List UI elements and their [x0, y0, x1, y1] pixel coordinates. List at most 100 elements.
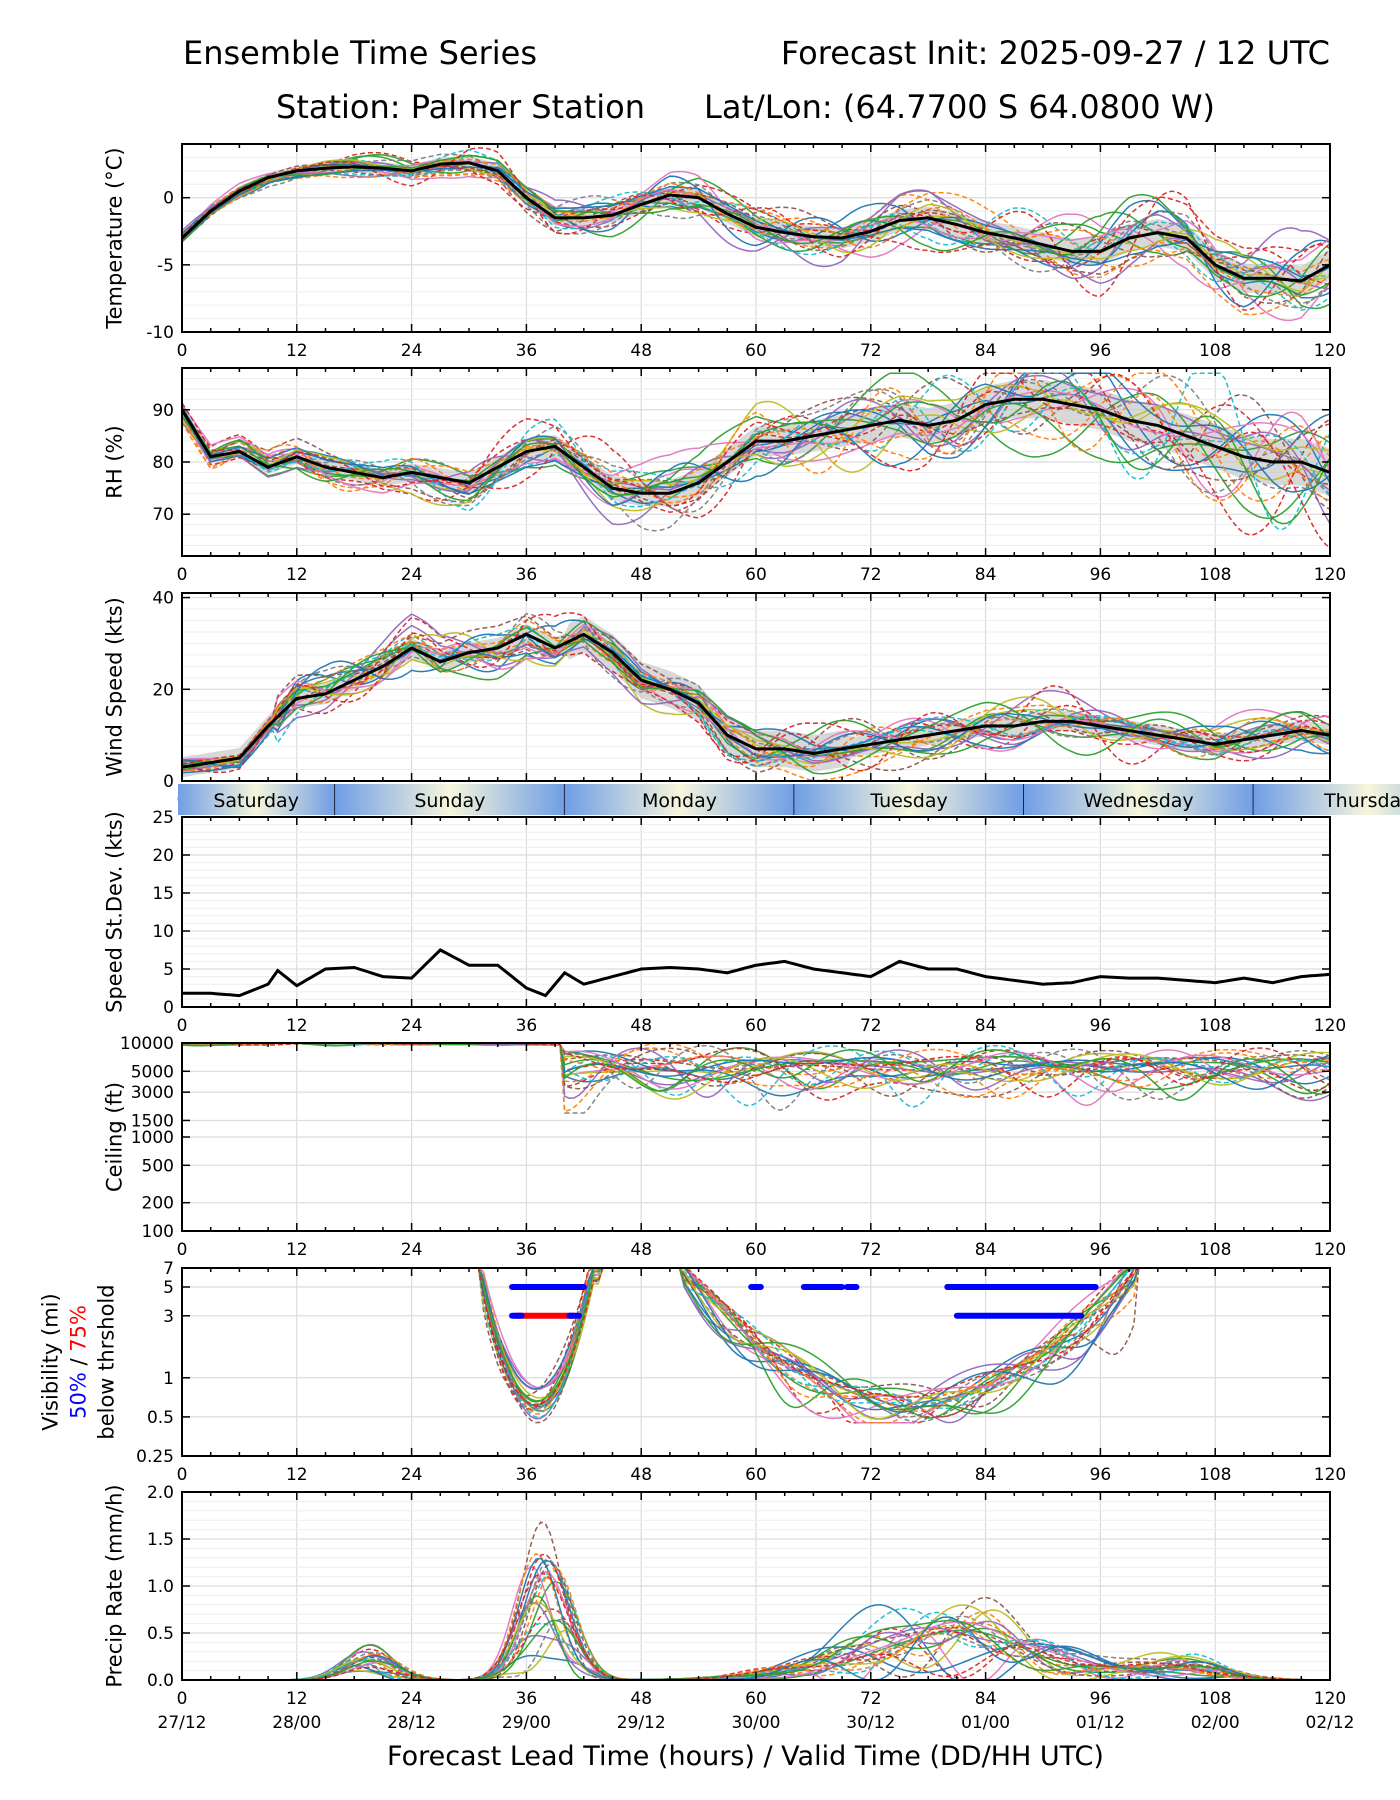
x-tick-label: 72 [860, 1016, 882, 1036]
x-tick-label: 84 [975, 565, 997, 585]
ensemble-member-line [182, 632, 1330, 769]
y-tick-label: 1500 [131, 1111, 174, 1131]
y-tick-label: 0.25 [136, 1447, 174, 1467]
y-tick-label: 10 [152, 922, 174, 942]
x-tick-label: 72 [860, 1240, 882, 1260]
title-station: Station: Palmer Station [276, 88, 646, 126]
day-segment [1023, 784, 1254, 815]
ensemble-member-line [182, 147, 1330, 311]
ensemble-member-line [182, 1268, 1330, 1407]
x-tick-label: 24 [401, 1465, 423, 1485]
x-tick-label: 120 [1314, 341, 1346, 361]
x-tick-label: 96 [1090, 341, 1112, 361]
ensemble-member-line [182, 1043, 1330, 1114]
x-tick-label: 48 [630, 1016, 652, 1036]
ensemble-member-line [182, 626, 1330, 775]
x-tick-label: 72 [860, 341, 882, 361]
x-tick-label: 48 [630, 341, 652, 361]
day-label: Wednesday [1084, 790, 1194, 812]
valid-time-label: 28/00 [272, 1713, 321, 1733]
day-segment [178, 784, 336, 815]
y-tick-label: 20 [152, 680, 174, 700]
ensemble-mean-line [181, 632, 1331, 769]
x-tick-label: 84 [975, 1016, 997, 1036]
ensemble-mean-line [180, 397, 1331, 495]
x-tick-label: 24 [401, 1689, 423, 1709]
ensemble-member-line [182, 372, 1330, 507]
ensemble-member-line [182, 372, 1330, 512]
title-latlon: Lat/Lon: (64.7700 S 64.0800 W) [704, 88, 1215, 126]
y-tick-label: 3 [163, 1307, 174, 1327]
x-tick-label: 36 [516, 1689, 538, 1709]
x-axis-label: Forecast Lead Time (hours) / Valid Time … [387, 1741, 1104, 1772]
ensemble-member-line [182, 372, 1330, 502]
x-tick-label: 72 [860, 565, 882, 585]
ensemble-member-line [182, 1268, 1330, 1420]
x-tick-label: 96 [1090, 565, 1112, 585]
x-tick-label: 108 [1199, 1465, 1231, 1485]
x-tick-label: 36 [516, 1240, 538, 1260]
ensemble-member-line [182, 380, 1330, 525]
y-tick-label: 0.5 [147, 1624, 174, 1644]
ensemble-member-line [182, 161, 1330, 278]
x-tick-label: 0 [177, 341, 188, 361]
x-tick-label: 0 [177, 1465, 188, 1485]
ensemble-member-line [182, 1268, 1330, 1406]
ensemble-member-line [182, 1043, 1330, 1113]
y-tick-label: -5 [157, 256, 174, 276]
day-label: Tuesday [869, 790, 947, 812]
y-tick-label: 80 [152, 453, 174, 473]
x-tick-label: 108 [1199, 341, 1231, 361]
ensemble-member-line [182, 153, 1330, 298]
x-tick-label: 60 [745, 341, 767, 361]
x-tick-label: 36 [516, 1016, 538, 1036]
y-axis-label-part: 50% [66, 1372, 90, 1419]
x-tick-label: 108 [1199, 1689, 1231, 1709]
x-tick-label: 12 [286, 341, 308, 361]
x-tick-label: 0 [177, 1689, 188, 1709]
x-tick-label: 108 [1199, 565, 1231, 585]
x-tick-label: 84 [975, 1689, 997, 1709]
x-tick-label: 60 [745, 1240, 767, 1260]
y-tick-label: 0.0 [147, 1671, 174, 1691]
x-tick-label: 0 [177, 1016, 188, 1036]
ensemble-member-line [182, 1043, 1330, 1108]
y-tick-label: 0.5 [147, 1408, 174, 1428]
x-tick-label: 60 [745, 565, 767, 585]
x-tick-label: 120 [1314, 1016, 1346, 1036]
x-tick-label: 108 [1199, 1016, 1231, 1036]
x-tick-label: 60 [745, 1016, 767, 1036]
x-tick-label: 84 [975, 1240, 997, 1260]
x-tick-label: 84 [975, 1465, 997, 1485]
y-tick-label: 1 [163, 1369, 174, 1389]
ensemble-member-line [182, 624, 1330, 768]
y-tick-label: 200 [142, 1194, 174, 1214]
valid-time-label: 01/00 [961, 1713, 1010, 1733]
ensemble-member-line [182, 1562, 1330, 1680]
x-tick-label: 120 [1314, 1689, 1346, 1709]
x-tick-label: 96 [1090, 1240, 1112, 1260]
title-forecast-init: Forecast Init: 2025-09-27 / 12 UTC [780, 34, 1330, 72]
x-tick-label: 120 [1314, 1240, 1346, 1260]
ensemble-member-line [182, 1268, 1330, 1413]
x-tick-label: 48 [630, 565, 652, 585]
ensemble-member-line [182, 153, 1330, 309]
y-axis-label: Precip Rate (mm/h) [102, 1484, 126, 1687]
x-tick-label: 96 [1090, 1689, 1112, 1709]
y-tick-label: 5 [163, 1278, 174, 1298]
x-tick-label: 120 [1314, 1465, 1346, 1485]
ensemble-member-line [182, 1043, 1330, 1111]
x-tick-label: 108 [1199, 1240, 1231, 1260]
x-tick-label: 12 [286, 565, 308, 585]
y-tick-label: 15 [152, 884, 174, 904]
y-axis-label: Visibility (mi) [38, 1293, 62, 1430]
y-tick-label: 10000 [120, 1034, 174, 1054]
ensemble-member-line [182, 1570, 1330, 1680]
y-tick-label: 1.0 [147, 1577, 174, 1597]
valid-time-label: 27/12 [158, 1713, 207, 1733]
title-left: Ensemble Time Series [183, 34, 537, 72]
ensemble-member-line [182, 149, 1330, 311]
x-tick-label: 60 [745, 1465, 767, 1485]
day-label: Saturday [213, 790, 299, 812]
